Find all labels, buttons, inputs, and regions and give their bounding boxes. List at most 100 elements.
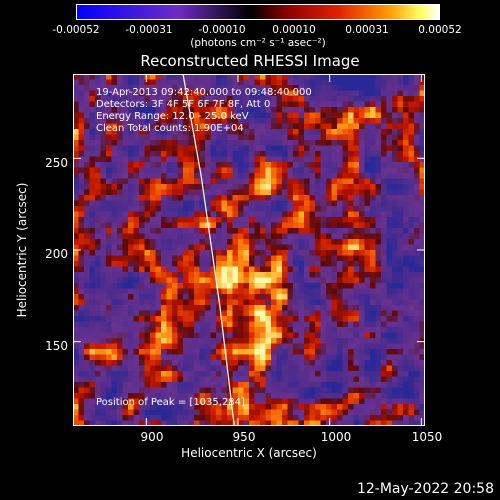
heatmap-cell bbox=[73, 74, 79, 80]
heatmap-cell bbox=[221, 101, 228, 108]
heatmap-cell bbox=[392, 272, 398, 278]
heatmap-cell bbox=[337, 156, 343, 163]
heatmap-cell bbox=[232, 129, 239, 135]
heatmap-cell bbox=[370, 266, 376, 273]
heatmap-cell bbox=[161, 118, 167, 124]
heatmap-cell bbox=[78, 217, 85, 223]
heatmap-cell bbox=[227, 233, 233, 240]
heatmap-cell bbox=[419, 90, 425, 97]
heatmap-cell bbox=[359, 415, 365, 421]
heatmap-cell bbox=[106, 299, 112, 306]
heatmap-cell bbox=[397, 299, 404, 306]
heatmap-cell bbox=[111, 101, 118, 108]
heatmap-cell bbox=[403, 151, 409, 157]
heatmap-cell bbox=[238, 255, 244, 262]
heatmap-cell bbox=[353, 266, 360, 273]
heatmap-cell bbox=[337, 151, 343, 157]
heatmap-cell bbox=[177, 189, 184, 196]
heatmap-cell bbox=[106, 387, 112, 394]
heatmap-cell bbox=[364, 261, 371, 267]
heatmap-cell bbox=[139, 327, 145, 333]
heatmap-cell bbox=[293, 79, 299, 86]
heatmap-cell bbox=[150, 299, 156, 306]
heatmap-cell bbox=[210, 387, 217, 394]
heatmap-cell bbox=[122, 101, 129, 108]
heatmap-cell bbox=[161, 123, 167, 130]
heatmap-cell bbox=[414, 184, 420, 190]
heatmap-cell bbox=[210, 206, 217, 212]
heatmap-cell bbox=[265, 156, 272, 163]
heatmap-cell bbox=[155, 343, 162, 350]
heatmap-cell bbox=[298, 376, 305, 383]
heatmap-cell bbox=[315, 277, 321, 284]
heatmap-cell bbox=[194, 327, 200, 333]
heatmap-cell bbox=[139, 178, 145, 185]
heatmap-cell bbox=[238, 112, 244, 119]
heatmap-cell bbox=[419, 277, 425, 284]
heatmap-cell bbox=[342, 228, 349, 234]
heatmap-cell bbox=[375, 371, 382, 377]
heatmap-cell bbox=[337, 294, 343, 300]
heatmap-cell bbox=[397, 261, 404, 267]
heatmap-cell bbox=[243, 338, 250, 344]
heatmap-cell bbox=[78, 74, 85, 80]
heatmap-cell bbox=[293, 382, 299, 388]
heatmap-cell bbox=[227, 272, 233, 278]
heatmap-cell bbox=[364, 156, 371, 163]
heatmap-cell bbox=[183, 327, 189, 333]
heatmap-cell bbox=[166, 211, 173, 218]
heatmap-cell bbox=[298, 244, 305, 251]
heatmap-cell bbox=[276, 327, 283, 333]
heatmap-cell bbox=[249, 294, 255, 300]
heatmap-cell bbox=[282, 90, 288, 97]
heatmap-cell bbox=[243, 316, 250, 322]
heatmap-cell bbox=[381, 206, 387, 212]
heatmap-cell bbox=[216, 217, 222, 223]
heatmap-cell bbox=[375, 134, 382, 141]
heatmap-cell bbox=[139, 200, 145, 207]
heatmap-cell bbox=[353, 327, 360, 333]
heatmap-cell bbox=[111, 409, 118, 416]
heatmap-cell bbox=[392, 222, 398, 229]
heatmap-cell bbox=[326, 283, 332, 289]
heatmap-cell bbox=[128, 354, 134, 361]
heatmap-cell bbox=[183, 332, 189, 339]
heatmap-cell bbox=[276, 272, 283, 278]
heatmap-cell bbox=[419, 112, 425, 119]
heatmap-cell bbox=[392, 195, 398, 201]
heatmap-cell bbox=[232, 217, 239, 223]
heatmap-cell bbox=[386, 283, 393, 289]
heatmap-cell bbox=[375, 299, 382, 306]
heatmap-cell bbox=[150, 338, 156, 344]
heatmap-cell bbox=[89, 321, 96, 328]
heatmap-cell bbox=[139, 398, 145, 405]
heatmap-cell bbox=[95, 321, 101, 328]
heatmap-cell bbox=[177, 316, 184, 322]
heatmap-cell bbox=[161, 173, 167, 179]
heatmap-cell bbox=[309, 404, 316, 410]
heatmap-cell bbox=[221, 173, 228, 179]
heatmap-cell bbox=[150, 261, 156, 267]
heatmap-cell bbox=[265, 79, 272, 86]
heatmap-cell bbox=[265, 134, 272, 141]
heatmap-cell bbox=[155, 409, 162, 416]
heatmap-cell bbox=[326, 321, 332, 328]
heatmap-cell bbox=[199, 404, 206, 410]
heatmap-cell bbox=[78, 195, 85, 201]
heatmap-cell bbox=[265, 338, 272, 344]
heatmap-cell bbox=[298, 332, 305, 339]
heatmap-cell bbox=[282, 409, 288, 416]
heatmap-cell bbox=[100, 167, 107, 174]
heatmap-cell bbox=[183, 200, 189, 207]
heatmap-cell bbox=[128, 101, 134, 108]
heatmap-cell bbox=[403, 272, 409, 278]
heatmap-cell bbox=[353, 420, 360, 426]
heatmap-cell bbox=[144, 129, 151, 135]
heatmap-cell bbox=[144, 321, 151, 328]
heatmap-cell bbox=[271, 178, 277, 185]
heatmap-cell bbox=[166, 228, 173, 234]
heatmap-cell bbox=[249, 365, 255, 372]
heatmap-cell bbox=[221, 398, 228, 405]
heatmap-cell bbox=[150, 255, 156, 262]
heatmap-cell bbox=[364, 349, 371, 355]
